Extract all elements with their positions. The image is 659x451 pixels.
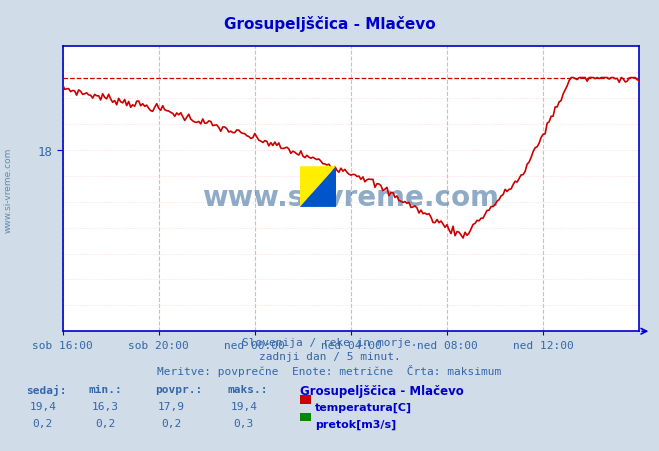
Text: 16,3: 16,3 [92, 401, 119, 411]
Text: min.:: min.: [89, 384, 123, 394]
Text: www.si-vreme.com: www.si-vreme.com [4, 147, 13, 232]
Text: temperatura[C]: temperatura[C] [315, 401, 412, 412]
Text: 19,4: 19,4 [231, 401, 257, 411]
Polygon shape [300, 167, 336, 207]
Text: zadnji dan / 5 minut.: zadnji dan / 5 minut. [258, 351, 401, 361]
Text: 0,2: 0,2 [96, 419, 115, 428]
Text: Grosupeljščica - Mlačevo: Grosupeljščica - Mlačevo [223, 16, 436, 32]
Text: 0,3: 0,3 [234, 419, 254, 428]
Text: povpr.:: povpr.: [155, 384, 202, 394]
Text: Grosupeljščica - Mlačevo: Grosupeljščica - Mlačevo [300, 384, 463, 397]
Text: www.si-vreme.com: www.si-vreme.com [202, 184, 500, 212]
Text: 0,2: 0,2 [33, 419, 53, 428]
Text: Meritve: povprečne  Enote: metrične  Črta: maksimum: Meritve: povprečne Enote: metrične Črta:… [158, 364, 501, 377]
Text: Slovenija / reke in morje.: Slovenija / reke in morje. [242, 337, 417, 347]
Polygon shape [300, 167, 336, 207]
Text: 0,2: 0,2 [161, 419, 181, 428]
Text: maks.:: maks.: [227, 384, 268, 394]
Text: sedaj:: sedaj: [26, 384, 67, 395]
Text: 19,4: 19,4 [30, 401, 56, 411]
Text: 17,9: 17,9 [158, 401, 185, 411]
Text: pretok[m3/s]: pretok[m3/s] [315, 419, 396, 429]
